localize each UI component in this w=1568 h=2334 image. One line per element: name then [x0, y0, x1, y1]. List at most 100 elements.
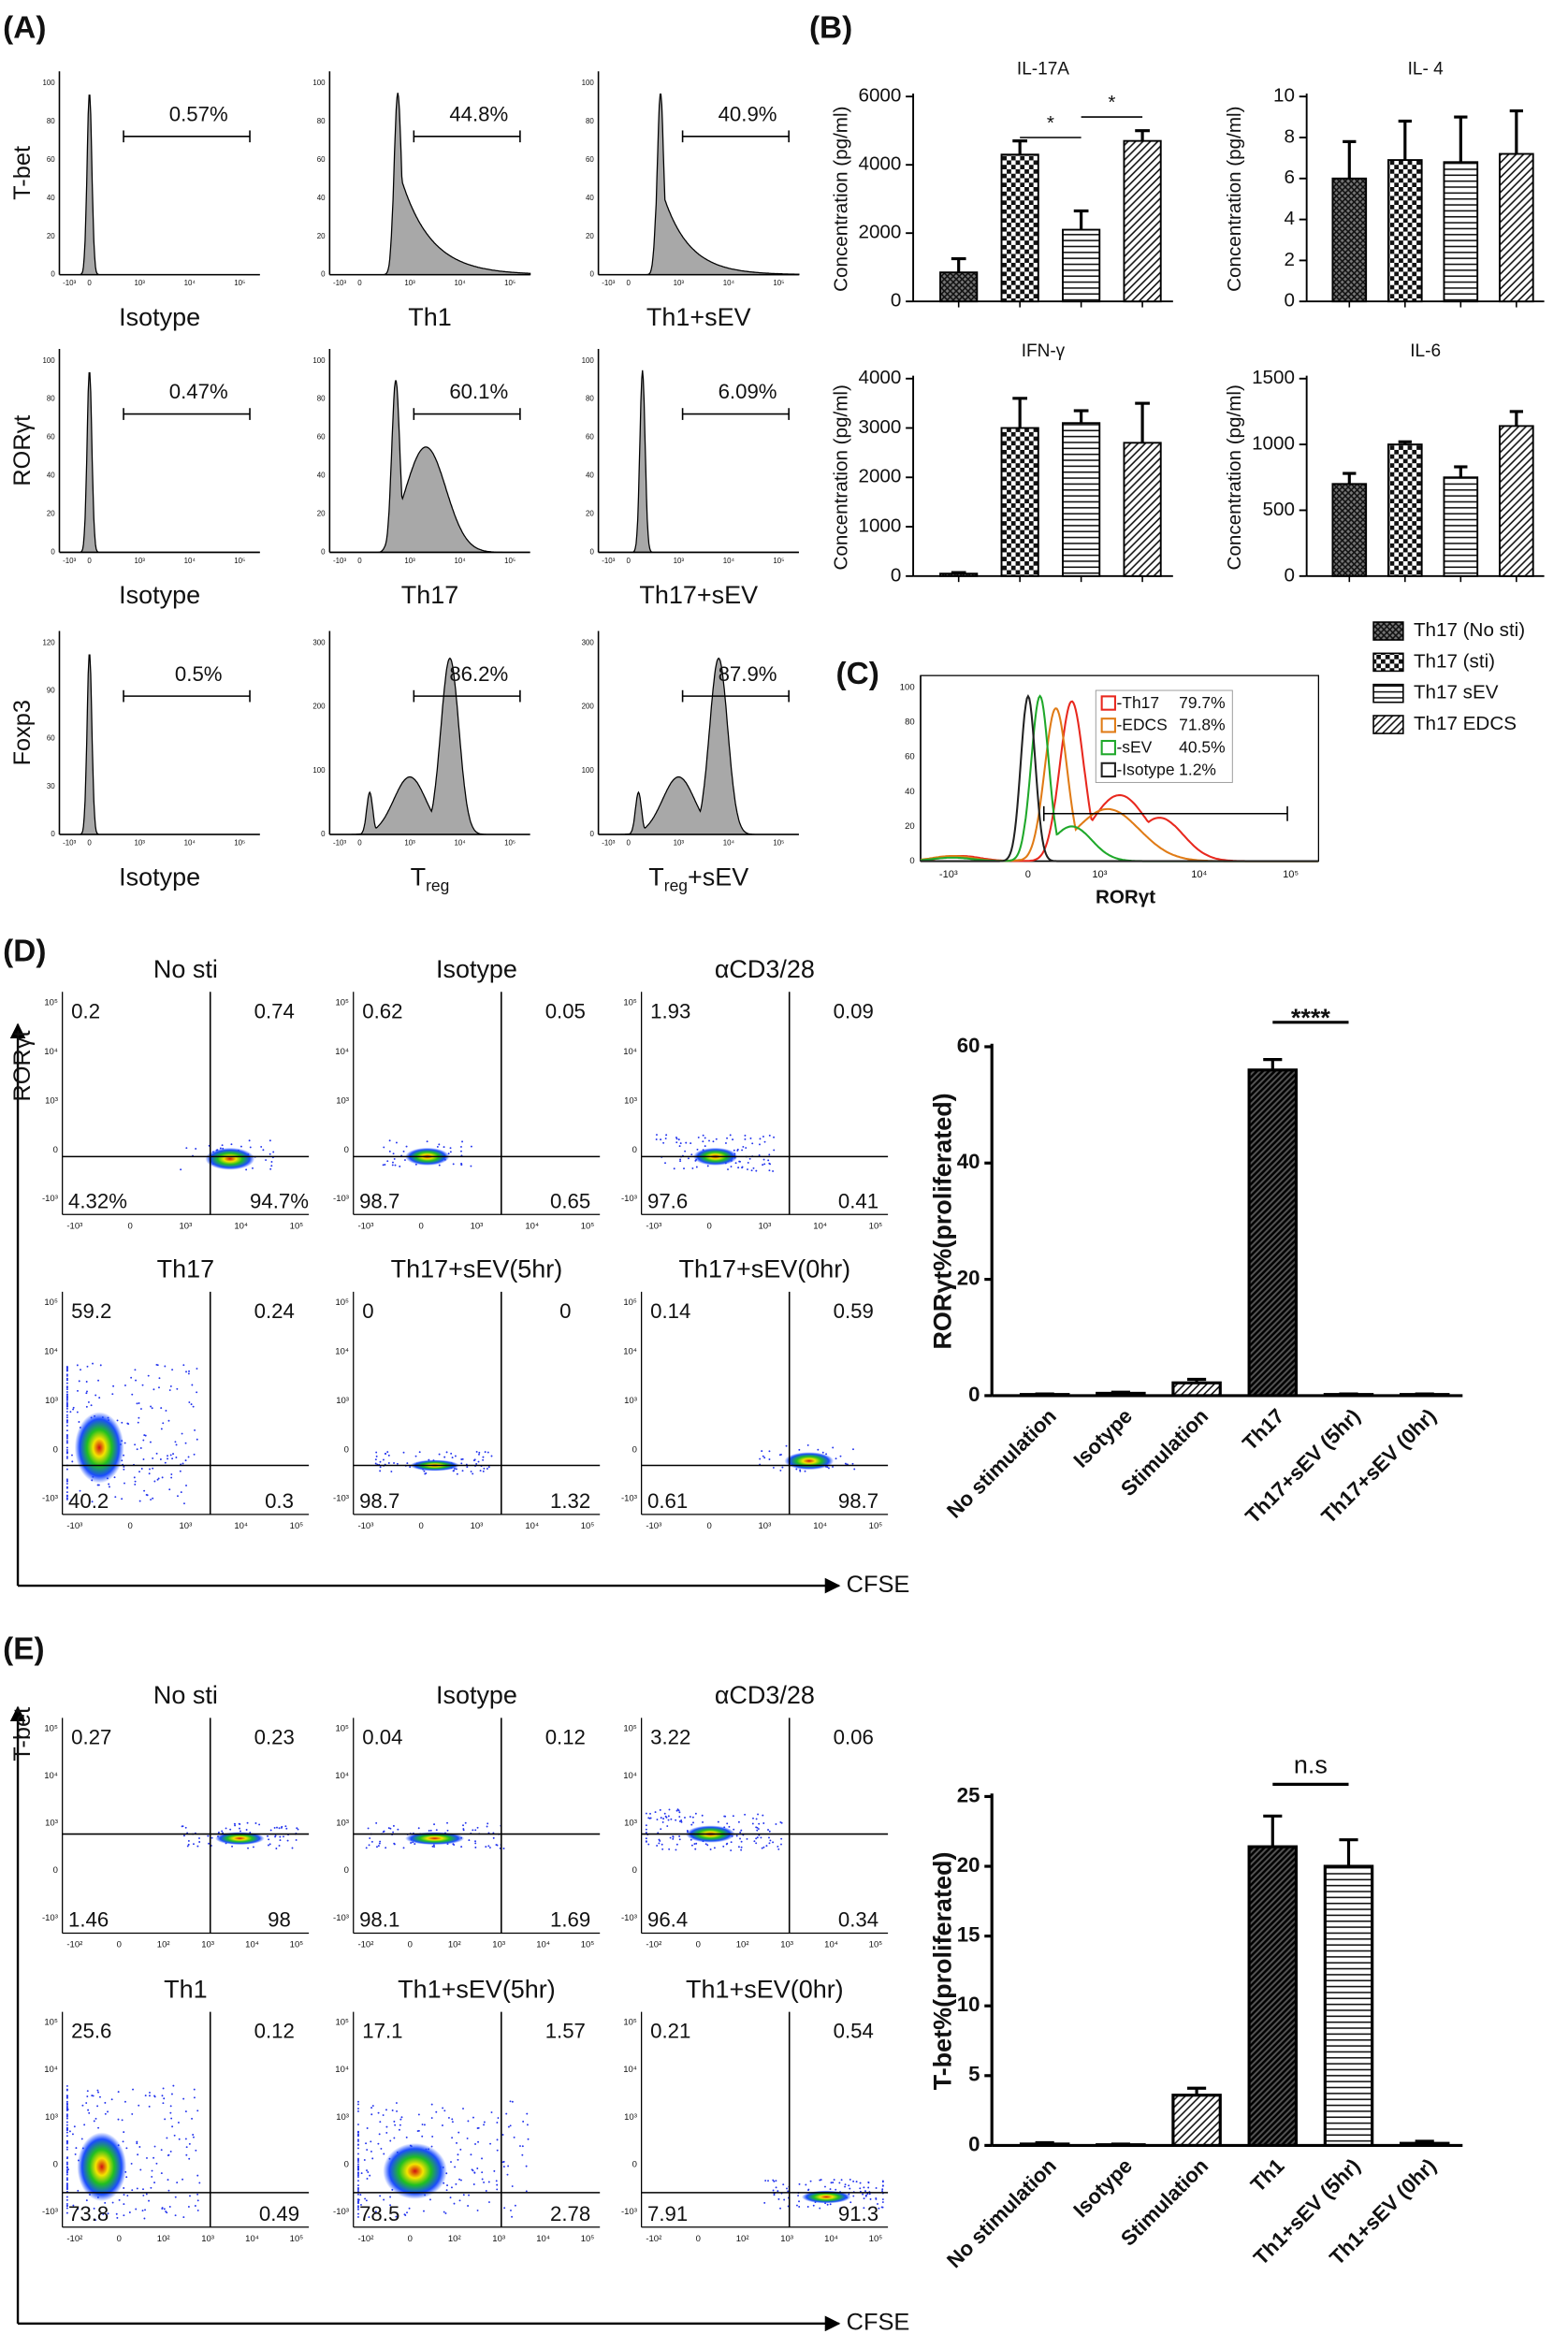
y-tick-label: 120	[43, 638, 56, 646]
dot	[521, 2145, 524, 2148]
dot	[65, 1486, 68, 1489]
dot	[675, 1843, 678, 1846]
dot	[460, 1162, 463, 1165]
dot	[696, 1148, 699, 1151]
quadrant-value: 0.21	[650, 2020, 690, 2043]
dot	[65, 1494, 68, 1497]
quadrant-value: 0.62	[362, 999, 402, 1022]
dot	[186, 1845, 189, 1848]
gate-label: 87.9%	[719, 662, 777, 686]
plot-title: Isotype	[436, 955, 517, 983]
dot	[729, 1134, 732, 1137]
y-tick-label: 40	[586, 194, 594, 202]
dot	[297, 1828, 299, 1831]
dot	[389, 2204, 392, 2207]
caption-text: Th1	[408, 303, 451, 331]
dot	[104, 2201, 107, 2204]
dot	[429, 1829, 432, 1832]
quadrant-value: 0.49	[259, 2202, 299, 2225]
dot	[86, 2095, 89, 2097]
dot	[169, 1384, 172, 1387]
bar	[1096, 1391, 1146, 1398]
dot	[65, 2113, 68, 2116]
dot	[195, 2149, 197, 2152]
x-tick-label: 10⁵	[234, 839, 245, 848]
legend-value: 79.7%	[1179, 693, 1225, 712]
dot	[678, 1819, 681, 1822]
dot	[65, 1437, 68, 1440]
quadrant-value: 0.12	[254, 2020, 295, 2043]
quadrant-value: 1.93	[650, 999, 690, 1022]
dot	[366, 2178, 369, 2180]
dot	[149, 2091, 151, 2094]
dot	[65, 1407, 68, 1410]
dot	[727, 1168, 729, 1170]
bar	[1171, 2094, 1222, 2148]
dot	[780, 1843, 782, 1846]
x-tick-label: 10³	[180, 1521, 193, 1531]
dot	[73, 2125, 76, 2128]
dot	[198, 1841, 201, 1843]
dot	[386, 1160, 389, 1163]
dot	[393, 1157, 396, 1160]
bar	[1499, 425, 1534, 577]
quadrant-value: 0.74	[254, 999, 295, 1022]
density	[77, 2132, 127, 2202]
x-tick-label: 10³	[780, 2234, 793, 2244]
dot	[497, 2117, 500, 2120]
dot	[496, 2183, 499, 2186]
y-tick-label: 10⁴	[335, 1771, 349, 1781]
y-tick-label: 40	[586, 471, 594, 480]
y-tick-label: 0	[632, 1145, 637, 1155]
bar	[1171, 1381, 1222, 1398]
dot	[149, 2095, 151, 2097]
dot	[398, 2128, 400, 2131]
dot	[182, 2097, 185, 2100]
dot	[859, 2182, 862, 2184]
panel-label: (B)	[809, 11, 852, 46]
y-tick-label: 0	[909, 856, 914, 866]
histogram	[59, 94, 260, 276]
dot	[839, 2207, 842, 2210]
x-tick-label: 10³	[404, 279, 415, 287]
y-tick-label: 0	[632, 1444, 637, 1455]
dot	[142, 2194, 145, 2196]
dot	[357, 2190, 359, 2192]
bar	[1062, 422, 1101, 577]
dot	[470, 1165, 472, 1167]
dot	[675, 1141, 678, 1144]
dot	[675, 1136, 677, 1138]
dot	[455, 1468, 457, 1471]
y-tick-label: 80	[586, 117, 594, 125]
dot	[849, 2187, 851, 2190]
dot	[371, 2105, 374, 2107]
y-tick-label: 40	[317, 471, 326, 480]
dot	[478, 1451, 481, 1454]
dot	[829, 2188, 832, 2191]
x-tick-label: 10⁵	[504, 839, 515, 848]
dot	[196, 1391, 198, 1394]
dot	[862, 2193, 864, 2196]
y-tick-label: 0	[51, 270, 55, 279]
y-tick-label: 10³	[336, 2112, 349, 2123]
dot	[65, 2163, 68, 2166]
y-tick-label: 0	[344, 2159, 349, 2169]
dot	[155, 2162, 158, 2165]
dot	[462, 1824, 464, 1827]
y-tick-label: 20	[905, 821, 915, 832]
dot	[421, 2135, 424, 2138]
dot	[393, 1842, 396, 1845]
dot	[510, 2209, 512, 2211]
dot	[768, 1458, 771, 1460]
dot	[167, 1419, 170, 1422]
quadrant-value: 25.6	[71, 2020, 111, 2043]
dot	[460, 1846, 463, 1848]
y-tick-label: 0	[1284, 564, 1294, 586]
dot	[168, 1488, 171, 1491]
x-tick-label: 0	[627, 839, 632, 848]
dot	[645, 1837, 647, 1840]
dot	[65, 1456, 68, 1458]
dot	[768, 1830, 771, 1833]
dot	[414, 1843, 416, 1846]
dot	[678, 1145, 681, 1148]
